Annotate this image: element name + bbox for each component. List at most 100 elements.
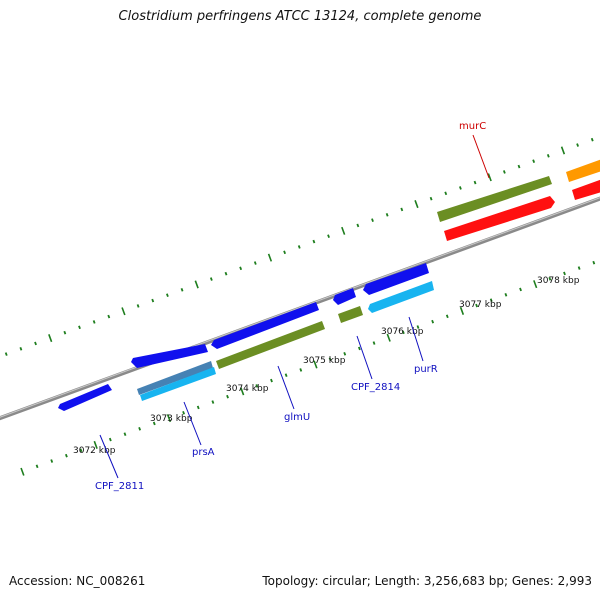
tick-label-3077: 3077 kbp bbox=[459, 300, 502, 310]
gene-feature-CPF_2811[interactable] bbox=[58, 384, 112, 411]
gene-feature-orange[interactable] bbox=[566, 158, 600, 182]
leader-glmU bbox=[277, 365, 295, 410]
minor-tick bbox=[546, 153, 550, 158]
gene-label-prsA[interactable]: prsA bbox=[192, 447, 215, 458]
minor-tick bbox=[299, 368, 303, 372]
gene-feature-olive-top[interactable] bbox=[437, 176, 552, 222]
backbone bbox=[0, 196, 600, 421]
gene-label-CPF_2814[interactable]: CPF_2814 bbox=[351, 382, 400, 393]
major-tick bbox=[533, 280, 538, 289]
gene-label-glmU[interactable]: glmU bbox=[284, 412, 310, 423]
minor-tick bbox=[327, 234, 330, 239]
minor-tick bbox=[475, 303, 478, 308]
minor-tick bbox=[502, 170, 506, 174]
minor-tick bbox=[284, 373, 288, 378]
minor-tick bbox=[356, 223, 360, 228]
minor-tick bbox=[592, 260, 596, 265]
gene-label-purR[interactable]: purR bbox=[414, 364, 438, 375]
tick-row-outer bbox=[20, 260, 596, 476]
minor-tick bbox=[343, 351, 347, 356]
minor-tick bbox=[180, 287, 184, 292]
minor-tick bbox=[224, 271, 228, 276]
gene-feature-blue-a[interactable] bbox=[131, 344, 208, 368]
minor-tick bbox=[239, 266, 243, 271]
minor-tick bbox=[226, 394, 229, 399]
major-tick bbox=[121, 307, 126, 316]
minor-tick bbox=[64, 453, 68, 458]
minor-tick bbox=[79, 448, 83, 453]
minor-tick bbox=[136, 304, 140, 308]
minor-tick bbox=[489, 298, 493, 303]
accession-text: Accession: NC_008261 bbox=[9, 574, 146, 588]
minor-tick bbox=[563, 271, 566, 276]
minor-tick bbox=[34, 341, 37, 346]
gene-feature-prsA-steel[interactable] bbox=[137, 361, 213, 395]
minor-tick bbox=[358, 346, 361, 351]
major-tick bbox=[166, 414, 172, 423]
gene-feature-blue-d[interactable] bbox=[363, 263, 429, 295]
tick-label-3072: 3072 kbp bbox=[73, 446, 116, 456]
major-tick bbox=[341, 226, 346, 235]
minor-tick bbox=[328, 357, 332, 361]
minor-tick bbox=[255, 384, 259, 388]
tick-label-3074: 3074 kbp bbox=[226, 384, 269, 394]
scale-labels: 3072 kbp 3073 kbp 3074 kbp 3075 kbp 3076… bbox=[73, 276, 580, 456]
minor-tick bbox=[429, 196, 433, 201]
major-tick bbox=[20, 467, 25, 476]
tick-label-3073: 3073 kbp bbox=[150, 414, 193, 424]
map-title: Clostridium perfringens ATCC 13124, comp… bbox=[118, 9, 482, 24]
gene-feature-blue-b[interactable] bbox=[211, 302, 319, 349]
minor-tick bbox=[400, 207, 404, 212]
gene-feature-blue-c[interactable] bbox=[333, 288, 356, 305]
gene-feature-red-edge[interactable] bbox=[572, 178, 600, 200]
minor-tick bbox=[4, 352, 8, 356]
minor-tick bbox=[107, 314, 111, 319]
major-tick bbox=[414, 200, 419, 209]
minor-tick bbox=[123, 432, 127, 437]
major-tick bbox=[313, 360, 318, 369]
gene-label-CPF_2811[interactable]: CPF_2811 bbox=[95, 481, 144, 492]
gene-feature-CPF_2814[interactable] bbox=[338, 306, 363, 323]
minor-tick bbox=[517, 164, 521, 169]
major-tick bbox=[560, 146, 566, 155]
minor-tick bbox=[401, 330, 405, 335]
leader-prsA bbox=[183, 401, 202, 446]
tick-label-3076: 3076 kbp bbox=[381, 327, 424, 337]
major-tick bbox=[267, 253, 273, 262]
tick-row-inner bbox=[4, 137, 594, 356]
gene-feature-prsA[interactable] bbox=[140, 367, 216, 401]
tick-label-3078: 3078 kbp bbox=[537, 276, 580, 286]
minor-tick bbox=[270, 378, 273, 383]
gene-feature-purR[interactable] bbox=[368, 281, 434, 313]
minor-tick bbox=[209, 277, 213, 281]
minor-tick bbox=[504, 293, 508, 297]
minor-tick bbox=[532, 159, 536, 163]
minor-tick bbox=[19, 346, 23, 351]
gene-feature-glmU[interactable] bbox=[216, 321, 325, 369]
leader-CPF_2811 bbox=[99, 434, 119, 479]
minor-tick bbox=[416, 325, 420, 329]
minor-tick bbox=[431, 319, 435, 324]
gene-feature-murC[interactable] bbox=[444, 196, 555, 241]
minor-tick bbox=[371, 218, 374, 222]
minor-tick bbox=[297, 245, 301, 249]
minor-tick bbox=[312, 239, 316, 244]
minor-tick bbox=[445, 314, 449, 319]
leader-murC bbox=[472, 134, 490, 179]
leader-purR bbox=[408, 316, 424, 362]
minor-tick bbox=[385, 212, 389, 217]
minor-tick bbox=[152, 421, 156, 426]
minor-tick bbox=[459, 186, 462, 190]
major-tick bbox=[487, 173, 492, 182]
minor-tick bbox=[35, 464, 39, 469]
leader-CPF_2814 bbox=[356, 335, 373, 380]
minor-tick bbox=[283, 250, 287, 255]
minor-tick bbox=[444, 191, 448, 196]
minor-tick bbox=[196, 405, 200, 410]
minor-tick bbox=[182, 410, 185, 415]
gene-label-murC[interactable]: murC bbox=[459, 121, 486, 132]
minor-tick bbox=[92, 320, 96, 324]
minor-tick bbox=[577, 266, 581, 270]
tick-marks bbox=[4, 137, 596, 476]
